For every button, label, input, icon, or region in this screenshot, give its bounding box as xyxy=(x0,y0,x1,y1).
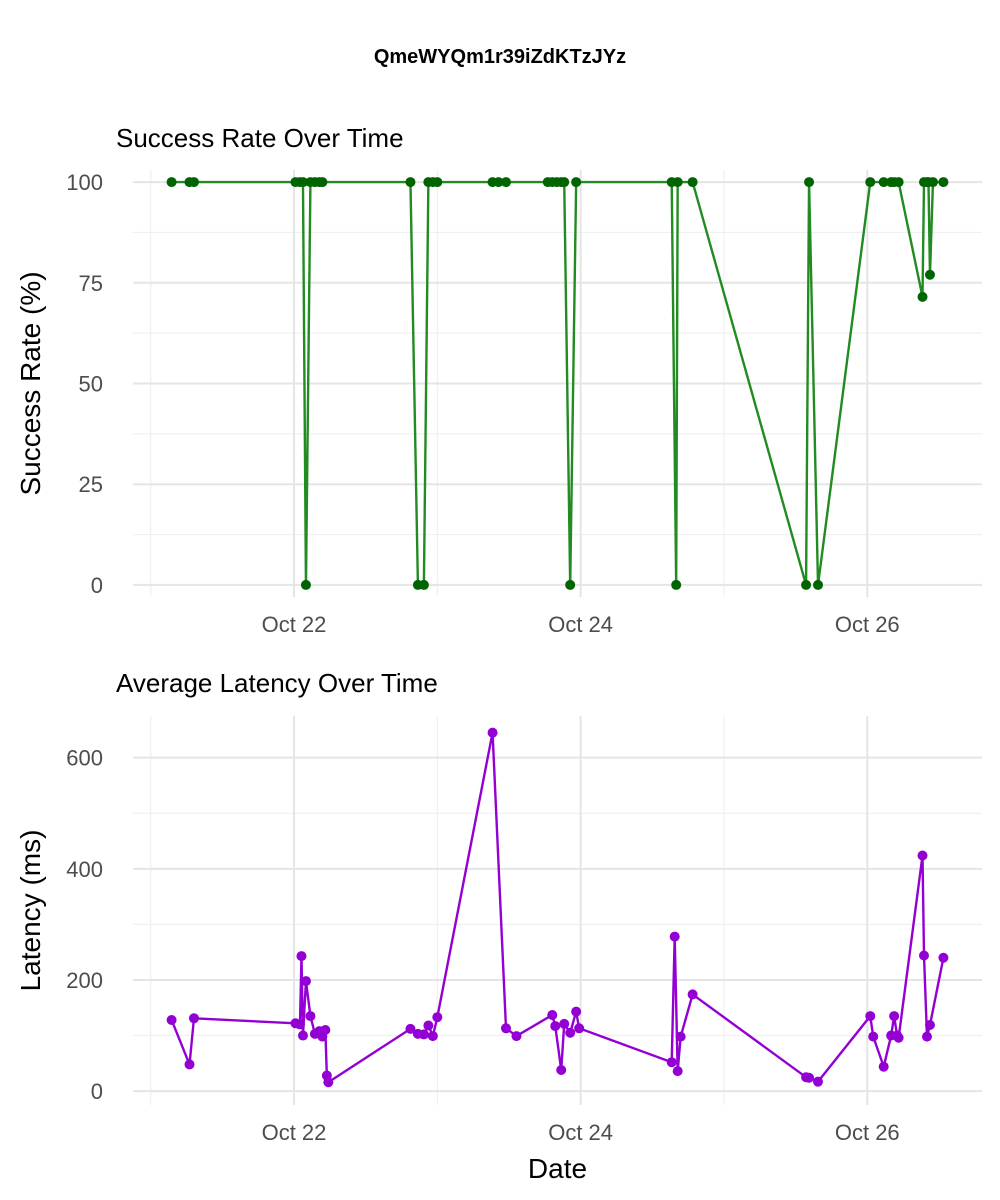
panel2-data-point xyxy=(878,1061,889,1072)
panel2-data-point xyxy=(865,1011,876,1022)
panel1-data-point xyxy=(188,177,199,188)
panel1-data-point xyxy=(687,177,698,188)
panel1-y-tick-label: 25 xyxy=(79,472,103,497)
panel2-data-point xyxy=(675,1031,686,1042)
panel1-y-tick-label: 0 xyxy=(91,573,103,598)
panel1-data-point xyxy=(166,177,177,188)
panel2-data-point xyxy=(938,952,949,963)
panel1-x-tick-label: Oct 24 xyxy=(548,612,613,637)
panel1-data-point xyxy=(300,579,311,590)
panel1-data-point xyxy=(432,177,443,188)
panel2-y-tick-label: 600 xyxy=(66,746,103,771)
panel2-data-point xyxy=(294,1019,305,1030)
panel2-data-point xyxy=(547,1009,558,1020)
panel1-data-point xyxy=(865,177,876,188)
panel1-data-point xyxy=(917,291,928,302)
panel2-data-point xyxy=(405,1023,416,1034)
panel2-data-point xyxy=(188,1013,199,1024)
panel2-data-point xyxy=(432,1012,443,1023)
panel1-data-point xyxy=(671,579,682,590)
panel2-data-point xyxy=(184,1059,195,1070)
panel2-data-point xyxy=(574,1023,585,1034)
panel2-data-point xyxy=(487,727,498,738)
panel1-y-tick-label: 100 xyxy=(66,170,103,195)
panel1-data-point xyxy=(418,579,429,590)
panel2-data-point xyxy=(305,1011,316,1022)
panel1-data-point xyxy=(924,269,935,280)
panel1-y-tick-label: 50 xyxy=(79,372,103,397)
panel2-data-point xyxy=(166,1014,177,1025)
panel1-data-point xyxy=(938,177,949,188)
panel1-x-tick-label: Oct 22 xyxy=(262,612,327,637)
panel2-data-point xyxy=(868,1031,879,1042)
panel2-data-point xyxy=(300,976,311,987)
panel2-data-point xyxy=(297,1030,308,1041)
panel2-data-point xyxy=(672,1066,683,1077)
panel1-y-axis-label: Success Rate (%) xyxy=(15,271,46,495)
panel1-data-point xyxy=(813,579,824,590)
panel1-y-tick-label: 75 xyxy=(79,271,103,296)
panel1-data-point xyxy=(878,177,889,188)
panel2-y-tick-label: 400 xyxy=(66,857,103,882)
panel2-data-point xyxy=(669,931,680,942)
panel2-data-point xyxy=(687,989,698,1000)
panel2-data-point xyxy=(804,1072,815,1083)
panel2-data-point xyxy=(813,1076,824,1087)
panel1-data-point xyxy=(297,177,308,188)
panel1-x-tick-label: Oct 26 xyxy=(835,612,900,637)
panel1-data-point xyxy=(804,177,815,188)
panel2-data-point xyxy=(893,1032,904,1043)
panel2-x-axis-label: Date xyxy=(528,1153,587,1184)
panel1-data-point xyxy=(405,177,416,188)
panel1-data-point xyxy=(801,579,812,590)
panel2-data-point xyxy=(500,1023,511,1034)
panel1-data-point xyxy=(559,177,570,188)
panel2-data-point xyxy=(296,951,307,962)
panel2-y-axis-label: Latency (ms) xyxy=(15,830,46,992)
panel1-title: Success Rate Over Time xyxy=(116,123,404,153)
panel2-x-tick-label: Oct 26 xyxy=(835,1120,900,1145)
panel1-data-point xyxy=(565,579,576,590)
panel2-data-point xyxy=(917,850,928,861)
panel2-data-point xyxy=(320,1024,331,1035)
panel2-data-point xyxy=(571,1006,582,1017)
panel1-data-point xyxy=(493,177,504,188)
panel1-data-point xyxy=(317,177,328,188)
panel1-data-point xyxy=(500,177,511,188)
panel2-x-tick-label: Oct 24 xyxy=(548,1120,613,1145)
main-title: QmeWYQm1r39iZdKTzJYz xyxy=(374,46,626,68)
panel2-data-point xyxy=(666,1057,677,1068)
panel2-data-point xyxy=(427,1031,438,1042)
panel2-data-point xyxy=(921,1031,932,1042)
panel2-data-point xyxy=(423,1020,434,1031)
panel1-data-point xyxy=(927,177,938,188)
panel2-y-tick-label: 0 xyxy=(91,1079,103,1104)
panel2-x-tick-label: Oct 22 xyxy=(262,1120,327,1145)
panel1-data-point xyxy=(571,177,582,188)
panel2-data-point xyxy=(919,950,930,961)
panel2-title: Average Latency Over Time xyxy=(116,668,438,698)
panel2-data-point xyxy=(565,1027,576,1038)
panel2-data-point xyxy=(556,1064,567,1075)
panel2-data-point xyxy=(924,1019,935,1030)
panel2-data-point xyxy=(511,1031,522,1042)
panel2-data-point xyxy=(418,1029,429,1040)
panel2-data-point xyxy=(323,1077,334,1088)
panel1-data-point xyxy=(672,177,683,188)
panel1-data-point xyxy=(893,177,904,188)
panel2-data-point xyxy=(889,1011,900,1022)
panel2-data-point xyxy=(550,1021,561,1032)
panel2-y-tick-label: 200 xyxy=(66,968,103,993)
panel2-data-point xyxy=(559,1018,570,1029)
